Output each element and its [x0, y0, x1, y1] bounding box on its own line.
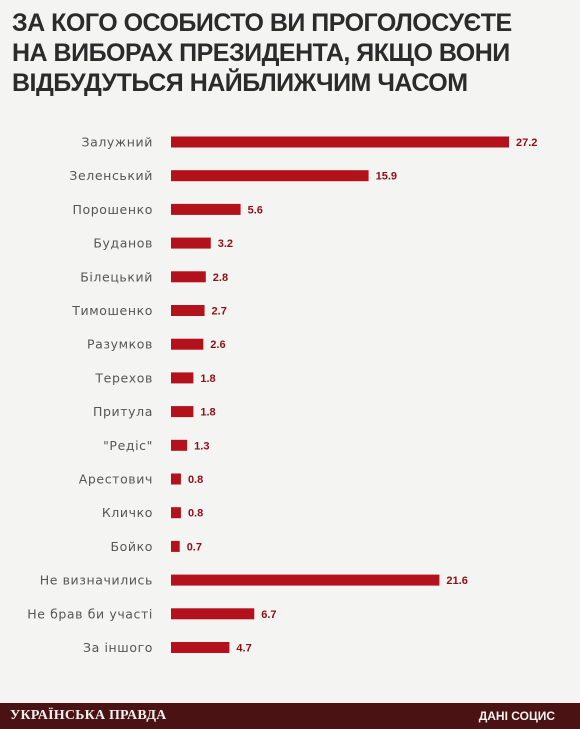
category-label: Не брав би участі	[27, 606, 153, 621]
value-label: 1.8	[200, 407, 215, 419]
bar	[171, 406, 194, 418]
value-label: 4.7	[236, 643, 251, 655]
bar	[171, 439, 188, 451]
value-label: 1.8	[200, 373, 215, 385]
value-label: 21.6	[446, 575, 467, 587]
bar	[171, 237, 211, 249]
value-label: 27.2	[516, 137, 537, 149]
bar	[171, 507, 181, 519]
footer: УКРАЇНСЬКА ПРАВДА ДАНІ СОЦИС	[0, 703, 580, 729]
value-label: 0.8	[188, 474, 203, 486]
category-label: Порошенко	[72, 202, 153, 217]
value-label: 3.2	[218, 238, 233, 250]
value-label: 6.7	[261, 609, 276, 621]
category-label: Білецький	[80, 269, 153, 284]
bar	[171, 305, 205, 316]
bar	[171, 574, 440, 586]
value-label: 2.7	[212, 306, 227, 318]
category-label: Тимошенко	[71, 303, 153, 318]
category-label: Кличко	[102, 505, 153, 520]
brand-logo: УКРАЇНСЬКА ПРАВДА	[10, 708, 167, 723]
category-label: "Редіс"	[103, 438, 153, 453]
bar	[171, 608, 255, 620]
title-line: НА ВИБОРАХ ПРЕЗИДЕНТА, ЯКЩО ВОНИ	[12, 39, 510, 67]
value-label: 1.3	[194, 440, 209, 452]
bar	[171, 136, 509, 148]
bar	[171, 540, 180, 552]
category-label: Бойко	[110, 539, 153, 554]
bar	[171, 473, 181, 485]
value-label: 2.8	[213, 272, 228, 284]
category-label: За іншого	[83, 640, 153, 655]
chart-title: ЗА КОГО ОСОБИСТО ВИ ПРОГОЛОСУЄТЕ НА ВИБО…	[12, 8, 572, 98]
bar	[171, 642, 230, 653]
title-line: ВІДБУДУТЬСЯ НАЙБЛИЖЧИМ ЧАСОМ	[12, 69, 468, 97]
bar	[171, 338, 204, 350]
category-label: Не визначились	[40, 573, 153, 588]
bar	[171, 271, 206, 283]
bar	[171, 372, 194, 384]
title-line: ЗА КОГО ОСОБИСТО ВИ ПРОГОЛОСУЄТЕ	[12, 9, 512, 37]
category-label: Терехов	[94, 370, 153, 385]
category-label: Зеленський	[69, 168, 153, 183]
category-label: Разумков	[87, 337, 153, 352]
data-source: ДАНІ СОЦИС	[478, 709, 555, 723]
value-label: 0.8	[188, 508, 203, 520]
value-label: 0.7	[187, 541, 202, 553]
bar	[171, 203, 241, 215]
value-label: 2.6	[210, 339, 225, 351]
bar	[171, 170, 369, 182]
value-label: 5.6	[248, 204, 263, 216]
bar-chart: Залужний 27.2 Зеленський 15.9 Порошенко 5.6 Бу…	[27, 135, 537, 656]
category-label: Арестович	[79, 472, 153, 487]
category-label: Притула	[93, 404, 153, 419]
category-label: Буданов	[93, 236, 153, 251]
category-label: Залужний	[81, 135, 153, 150]
value-label: 15.9	[376, 171, 397, 183]
